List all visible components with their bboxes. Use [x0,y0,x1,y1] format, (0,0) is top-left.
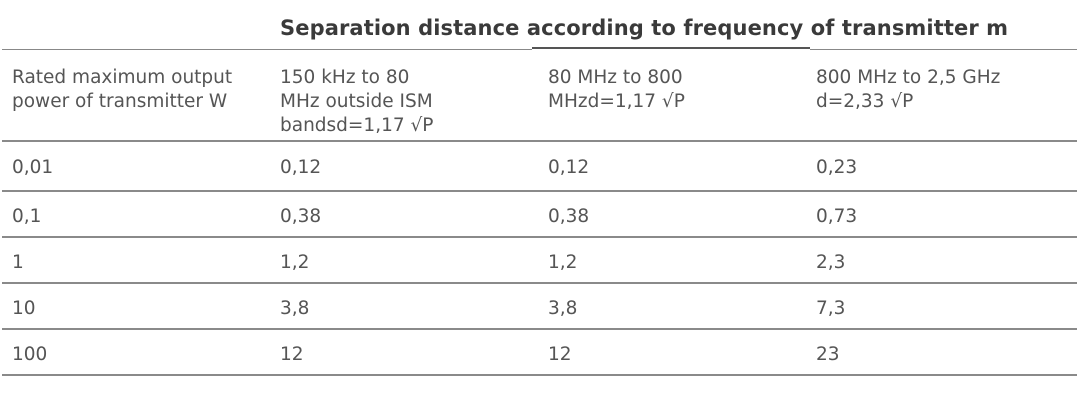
cell-distance-150khz: 0,38 [270,191,538,238]
header-line: power of transmitter W [12,91,228,112]
top-rule-left [2,49,532,50]
cell-distance-800mhz: 7,3 [806,283,1077,330]
col-header-80mhz-800mhz: 80 MHz to 800 MHzd=1,17 √P [538,50,806,142]
header-line: 800 MHz to 2,5 GHz [816,67,1001,88]
separation-distance-table: Rated maximum output power of transmitte… [2,50,1077,376]
cell-rated-power: 1 [2,237,270,284]
cell-distance-150khz: 0,12 [270,141,538,192]
cell-rated-power: 0,01 [2,141,270,192]
top-rule-emphasis [532,47,810,49]
header-line: MHzd=1,17 √P [548,91,685,112]
table-row: 100 12 12 23 [2,329,1077,376]
cell-distance-80mhz: 12 [538,329,806,376]
header-line: 150 kHz to 80 [280,67,410,88]
col-header-800mhz-2-5ghz: 800 MHz to 2,5 GHz d=2,33 √P [806,50,1077,142]
table-row: 0,1 0,38 0,38 0,73 [2,191,1077,238]
column-header-row: Rated maximum output power of transmitte… [2,50,1077,142]
cell-distance-800mhz: 23 [806,329,1077,376]
cell-distance-800mhz: 2,3 [806,237,1077,284]
cell-distance-150khz: 3,8 [270,283,538,330]
col-header-150khz-80mhz: 150 kHz to 80 MHz outside ISM bandsd=1,1… [270,50,538,142]
cell-distance-80mhz: 3,8 [538,283,806,330]
header-line: Rated maximum output [12,67,233,88]
cell-distance-800mhz: 0,23 [806,141,1077,192]
header-line: bandsd=1,17 √P [280,115,434,136]
cell-distance-150khz: 1,2 [270,237,538,284]
cell-rated-power: 10 [2,283,270,330]
cell-distance-80mhz: 1,2 [538,237,806,284]
cell-rated-power: 100 [2,329,270,376]
cell-distance-800mhz: 0,73 [806,191,1077,238]
top-rule-right [810,49,1077,50]
header-line: MHz outside ISM [280,91,433,112]
header-line: d=2,33 √P [816,91,914,112]
header-line: 80 MHz to 800 [548,67,683,88]
table-row: 0,01 0,12 0,12 0,23 [2,141,1077,192]
cell-distance-80mhz: 0,38 [538,191,806,238]
table-row: 10 3,8 3,8 7,3 [2,283,1077,330]
cell-distance-80mhz: 0,12 [538,141,806,192]
group-header-title: Separation distance according to frequen… [280,16,1009,40]
col-header-rated-power: Rated maximum output power of transmitte… [2,50,270,142]
cell-rated-power: 0,1 [2,191,270,238]
cell-distance-150khz: 12 [270,329,538,376]
table-row: 1 1,2 1,2 2,3 [2,237,1077,284]
